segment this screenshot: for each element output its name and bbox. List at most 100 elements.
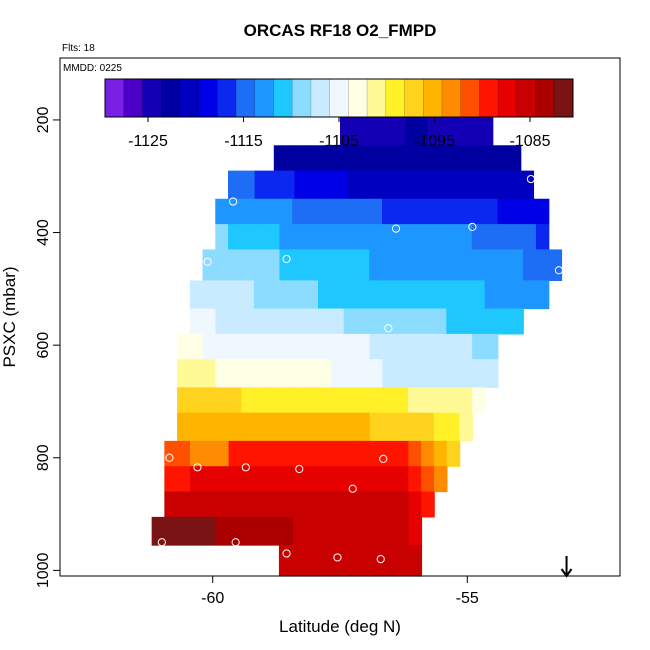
heatmap-cell — [254, 170, 269, 200]
y-tick-label: 1000 — [35, 552, 52, 588]
heatmap-cell — [318, 466, 332, 493]
heatmap-cell — [343, 308, 358, 335]
x-tick-label: -55 — [456, 590, 479, 607]
heatmap-cell — [318, 491, 332, 518]
heatmap-cell — [356, 249, 370, 281]
heatmap-cell — [323, 145, 341, 172]
heatmap-cell — [421, 466, 435, 493]
heatmap-cell — [343, 198, 357, 225]
heatmap-cell — [317, 249, 332, 281]
heatmap-cell — [292, 249, 306, 281]
colorbar-segment — [161, 79, 181, 117]
chart-title: ORCAS RF18 O2_FMPD — [244, 21, 437, 40]
colorbar-ticks: -1125 -1115 -1105 -1095 -1085 — [128, 117, 551, 150]
heatmap-cell — [535, 280, 550, 310]
heatmap-cell — [334, 170, 349, 200]
heatmap-cell — [484, 224, 499, 251]
heatmap-cell — [241, 440, 255, 467]
flight-marker — [348, 484, 357, 493]
colorbar-segment — [516, 79, 537, 117]
heatmap-cell — [458, 224, 473, 251]
heatmap-cell — [408, 491, 422, 518]
heatmap-cell — [164, 466, 178, 493]
heatmap-cell — [454, 145, 472, 172]
heatmap-cell — [228, 466, 243, 493]
heatmap-cell — [241, 387, 255, 414]
heatmap-cell — [369, 280, 383, 310]
heatmap-cell — [292, 280, 306, 310]
heatmap-cell — [369, 198, 383, 225]
heatmap-cell — [408, 333, 422, 360]
heatmap-cell — [267, 516, 281, 546]
x-tick-label: -60 — [201, 590, 224, 607]
heatmap-cell — [497, 198, 511, 225]
heatmap-cell — [472, 387, 486, 414]
heatmap-cell — [472, 359, 486, 388]
heatmap-cell — [421, 145, 440, 172]
flight-marker — [531, 321, 541, 330]
heatmap-cell — [408, 359, 422, 388]
heatmap-cell — [305, 412, 319, 442]
heatmap-cell — [330, 280, 345, 310]
heatmap-cell — [317, 545, 332, 577]
heatmap-cell — [266, 249, 281, 281]
heatmap-cell — [331, 333, 345, 360]
flight-marker — [295, 464, 304, 474]
heatmap-cell — [318, 359, 332, 388]
heatmap-cell — [305, 387, 319, 414]
heatmap-cell — [189, 333, 204, 360]
heatmap-cell — [305, 308, 319, 335]
heatmap-cell — [434, 466, 448, 493]
heatmap-cell — [318, 387, 332, 414]
colorbar-segment — [385, 79, 406, 117]
flight-marker — [241, 463, 250, 472]
heatmap-cell — [433, 308, 447, 335]
colorbar — [104, 78, 574, 118]
heatmap-cell — [228, 308, 242, 335]
heatmap-cell — [331, 359, 345, 388]
heatmap-cell — [318, 333, 332, 360]
heatmap-cell — [291, 545, 306, 577]
heatmap-cell — [254, 516, 268, 546]
colorbar-tick-label: -1095 — [414, 133, 455, 150]
heatmap-cell — [279, 224, 293, 251]
heatmap-cell — [471, 224, 486, 251]
colorbar-segment — [105, 79, 125, 117]
heatmap-cell — [190, 440, 204, 467]
heatmap-cell — [202, 440, 217, 467]
heatmap-cell — [459, 280, 473, 310]
heatmap-cell — [356, 359, 371, 388]
colorbar-segment — [535, 79, 555, 117]
heatmap-cell — [433, 387, 448, 414]
heatmap-cell — [254, 466, 268, 493]
colorbar-segment — [310, 79, 331, 117]
heatmap-cell — [292, 491, 307, 518]
heatmap-cell — [470, 117, 494, 146]
heatmap-cell — [215, 280, 229, 310]
colorbar-segment — [254, 79, 274, 117]
heatmap-cell — [446, 280, 460, 310]
heatmap-cell — [254, 491, 268, 518]
heatmap-cell — [215, 249, 229, 281]
heatmap-cell — [497, 249, 511, 281]
flight-marker — [468, 222, 477, 232]
heatmap-cell — [190, 516, 204, 546]
heatmap-cell — [382, 308, 396, 335]
heatmap-cell — [292, 412, 307, 442]
heatmap-cell — [407, 308, 422, 335]
heatmap-cell — [407, 224, 422, 251]
arrow-head — [560, 568, 573, 578]
colorbar-segment — [498, 79, 518, 117]
heatmap-cell — [484, 249, 498, 281]
heatmap-cell — [408, 466, 422, 493]
flight-marker — [526, 174, 536, 184]
heatmap-cell — [395, 387, 409, 414]
heatmap-cell — [356, 198, 370, 225]
heatmap-cell — [254, 440, 268, 467]
heatmap-cell — [241, 491, 255, 518]
heatmap-cell — [273, 145, 291, 172]
heatmap-cell — [215, 308, 229, 335]
heatmap-cell — [369, 333, 383, 360]
flight-marker — [165, 453, 174, 462]
